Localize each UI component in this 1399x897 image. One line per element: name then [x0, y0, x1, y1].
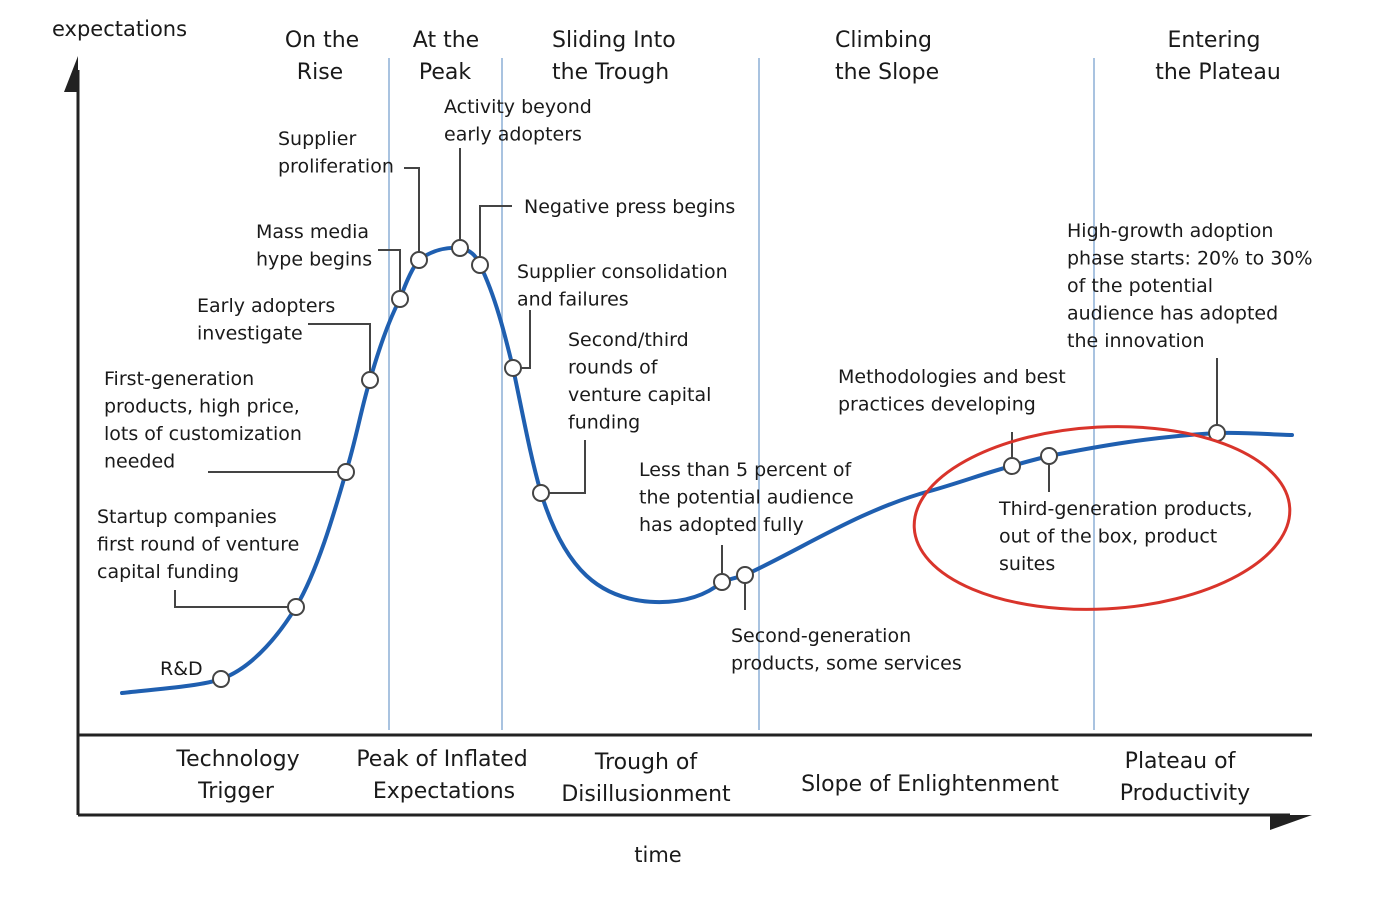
leader-negative-press: [479, 205, 512, 265]
marker-rnd: [212, 670, 230, 688]
annotation-second-third-rounds: Second/third rounds of venture capital f…: [568, 329, 717, 434]
marker-second-third: [532, 484, 550, 502]
marker-early-adopters: [361, 371, 379, 389]
marker-less-than-5: [713, 573, 731, 591]
header-climbing-slope: Climbing the Slope: [835, 28, 939, 85]
phase-slope-of-enlightenment: Slope of Enlightenment: [801, 772, 1059, 797]
annotation-high-growth: High-growth adoption phase starts: 20% t…: [1067, 220, 1319, 352]
stage-headers: On the Rise At the Peak Sliding Into the Tr…: [285, 28, 1281, 85]
curve-markers: [212, 239, 1226, 688]
header-on-the-rise: On the Rise: [285, 28, 359, 85]
header-sliding-into-trough: Sliding Into the Trough: [552, 28, 676, 85]
x-axis-arrow: [1270, 815, 1312, 830]
leader-supplier-prolif: [404, 167, 420, 260]
annotation-startup: Startup companies first round of venture…: [97, 506, 305, 583]
highlight-ellipse: [912, 425, 1292, 611]
phase-labels: Technology Trigger Peak of Inflated Expect…: [175, 747, 1250, 807]
annotation-activity-beyond: Activity beyond early adopters: [444, 96, 598, 146]
annotation-rnd: R&D: [160, 658, 203, 680]
leader-second-third: [541, 440, 586, 494]
y-axis-label: expectations: [52, 17, 187, 41]
leader-mass-media: [378, 249, 401, 299]
marker-first-gen: [337, 463, 355, 481]
marker-activity-beyond: [451, 239, 469, 257]
annotation-supplier-proliferation: Supplier proliferation: [278, 128, 394, 178]
leader-startup: [174, 590, 296, 608]
header-at-the-peak: At the Peak: [413, 28, 479, 85]
leader-early-adopters: [308, 323, 371, 380]
header-entering-plateau: Entering the Plateau: [1155, 28, 1281, 85]
annotation-third-generation: Third-generation products, out of the bo…: [998, 498, 1259, 575]
phase-trough-of-disillusionment: Trough of Disillusionment: [561, 750, 731, 807]
marker-second-gen: [736, 566, 754, 584]
annotations: R&D Startup companies first round of ven…: [97, 96, 1319, 680]
marker-startup: [287, 598, 305, 616]
axes: [64, 56, 1312, 830]
annotation-negative-press: Negative press begins: [524, 196, 735, 218]
stage-dividers: [388, 58, 1095, 730]
marker-mass-media: [391, 290, 409, 308]
phase-plateau-of-productivity: Plateau of Productivity: [1120, 749, 1250, 806]
leader-supplier-consol: [513, 310, 531, 369]
marker-supplier-consol: [504, 359, 522, 377]
annotation-second-generation: Second-generation products, some service…: [731, 625, 962, 675]
marker-supplier-prolif: [410, 251, 428, 269]
x-axis-label: time: [634, 843, 681, 867]
annotation-first-gen: First-generation products, high price, l…: [104, 368, 308, 473]
annotation-mass-media: Mass media hype begins: [256, 221, 375, 271]
annotation-early-adopters: Early adopters investigate: [197, 295, 341, 345]
marker-methodologies: [1003, 457, 1021, 475]
phase-peak-of-inflated-expectations: Peak of Inflated Expectations: [356, 747, 527, 804]
marker-negative-press: [471, 256, 489, 274]
annotation-less-than-5-percent: Less than 5 percent of the potential aud…: [639, 459, 860, 536]
marker-third-gen: [1040, 447, 1058, 465]
annotation-supplier-consolidation: Supplier consolidation and failures: [517, 261, 734, 311]
phase-technology-trigger: Technology Trigger: [175, 747, 299, 804]
annotation-methodologies: Methodologies and best practices develop…: [838, 366, 1072, 416]
y-axis-arrow: [64, 56, 78, 92]
